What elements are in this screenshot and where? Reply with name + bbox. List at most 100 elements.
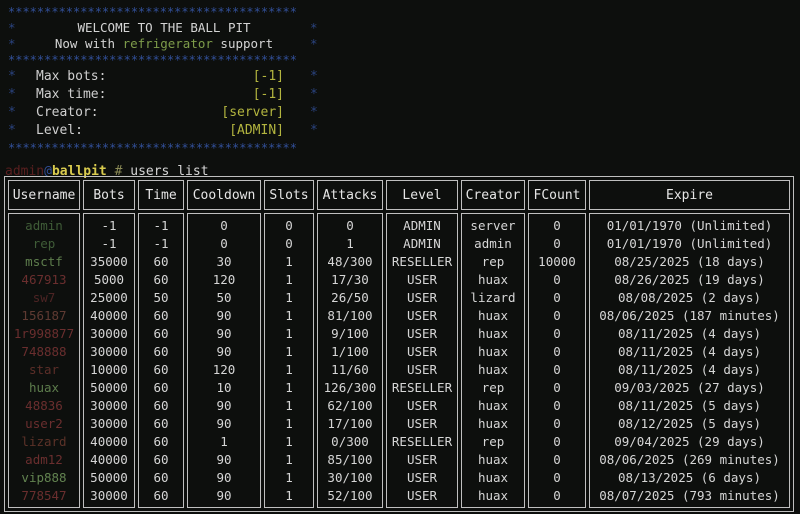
column-header-expire: Expire <box>589 180 790 210</box>
cell-time: 60 <box>153 326 169 341</box>
cell-attacks: 17/30 <box>331 272 369 287</box>
cell-expire: 08/12/2025 (5 days) <box>618 416 761 431</box>
cell-creator: huax <box>477 326 509 341</box>
cell-level: USER <box>406 416 438 431</box>
cell-level: USER <box>406 398 438 413</box>
column-time: -1 -1 60 60 50 60 60 60 60 60 60 60 60 60 60 60 <box>138 213 184 508</box>
cell-username: vip888 <box>21 470 67 485</box>
cell-username: star <box>28 362 60 377</box>
cell-expire: 08/11/2025 (5 days) <box>618 398 761 413</box>
cell-attacks: 85/100 <box>327 452 373 467</box>
column-cooldown: 0 0 30 120 50 90 90 90 120 10 90 90 1 90 90 90 <box>187 213 261 508</box>
cell-username: 156187 <box>21 308 67 323</box>
column-expire: 01/01/1970 (Unlimited) 01/01/1970 (Unlimi… <box>589 213 790 508</box>
cell-creator: huax <box>477 470 509 485</box>
cell-attacks: 1/100 <box>331 344 369 359</box>
banner-border-bottom: **************************************** <box>8 141 297 155</box>
cell-bots: 50000 <box>90 470 128 485</box>
cell-creator: lizard <box>470 290 516 305</box>
cell-creator: huax <box>477 416 509 431</box>
cell-bots: 5000 <box>93 272 125 287</box>
cell-slots: 1 <box>285 434 293 449</box>
banner-title-line: * WELCOME TO THE BALL PIT * <box>8 20 320 36</box>
cell-level: USER <box>406 308 438 323</box>
banner-border-right: * <box>310 36 318 51</box>
cell-expire: 08/07/2025 (793 minutes) <box>599 488 780 503</box>
banner-border-top: **************************************** <box>8 5 297 19</box>
column-header-creator: Creator <box>461 180 525 210</box>
cell-creator: huax <box>477 272 509 287</box>
cell-slots: 1 <box>285 308 293 323</box>
field-value: [-1] <box>252 69 284 84</box>
cell-attacks: 81/100 <box>327 308 373 323</box>
prompt-separator: # <box>106 164 131 179</box>
cell-username: sw7 <box>32 290 56 305</box>
cell-bots: 30000 <box>90 326 128 341</box>
cell-creator: rep <box>481 254 505 269</box>
subtitle-prefix: Now with <box>54 36 123 51</box>
cell-expire: 08/26/2025 (19 days) <box>614 272 765 287</box>
column-username: admin rep msctf 467913 sw7 156187 1r998877 7488… <box>8 213 80 508</box>
cell-level: ADMIN <box>403 218 441 233</box>
banner-border-right: * <box>310 87 318 102</box>
cell-slots: 1 <box>285 488 293 503</box>
cell-attacks: 0 <box>346 218 354 233</box>
cell-cooldown: 90 <box>216 452 232 467</box>
column-header-attacks: Attacks <box>317 180 383 210</box>
cell-creator: huax <box>477 488 509 503</box>
cell-time: 50 <box>153 290 169 305</box>
prompt-user: admin <box>5 164 45 179</box>
cell-time: 60 <box>153 362 169 377</box>
terminal-screen[interactable]: { "banner": { "border_row": "***********… <box>0 4 800 514</box>
cell-fcount: 0 <box>553 488 561 503</box>
cell-slots: 1 <box>285 272 293 287</box>
cell-level: USER <box>406 272 438 287</box>
cell-cooldown: 90 <box>216 344 232 359</box>
prompt-command: users list <box>130 164 209 179</box>
cell-cooldown: 50 <box>216 290 232 305</box>
cell-fcount: 0 <box>553 434 561 449</box>
cell-time: 60 <box>153 254 169 269</box>
cell-slots: 1 <box>285 290 293 305</box>
banner-border-right: * <box>310 105 318 120</box>
cell-bots: 30000 <box>90 398 128 413</box>
cell-attacks: 0/300 <box>331 434 369 449</box>
cell-expire: 01/01/1970 (Unlimited) <box>606 218 773 233</box>
welcome-banner: ****************************************… <box>8 4 320 156</box>
field-label: Level: <box>36 123 83 138</box>
cell-cooldown: 90 <box>216 326 232 341</box>
cell-level: RESELLER <box>391 380 453 395</box>
cell-fcount: 0 <box>553 326 561 341</box>
cell-username: 748888 <box>21 344 67 359</box>
banner-border-left: * <box>8 36 16 51</box>
banner-border-right: * <box>310 69 318 84</box>
cell-level: USER <box>406 488 438 503</box>
cell-username: 467913 <box>21 272 67 287</box>
column-creator: server admin rep huax lizard huax huax huax huax… <box>461 213 525 508</box>
cell-expire: 08/13/2025 (6 days) <box>618 470 761 485</box>
cell-username: lizard <box>21 434 67 449</box>
cell-time: -1 <box>153 236 169 251</box>
prompt-at-sign: @ <box>44 164 52 179</box>
cell-cooldown: 120 <box>212 362 236 377</box>
column-header-level: Level <box>386 180 458 210</box>
cell-cooldown: 10 <box>216 380 232 395</box>
shell-prompt[interactable]: admin@ballpit # users list <box>5 164 800 180</box>
cell-slots: 1 <box>285 452 293 467</box>
cell-expire: 01/01/1970 (Unlimited) <box>606 236 773 251</box>
cell-creator: huax <box>477 362 509 377</box>
cell-time: 60 <box>153 380 169 395</box>
banner-border-left: * <box>8 105 16 120</box>
cell-expire: 08/25/2025 (18 days) <box>614 254 765 269</box>
field-value: [ADMIN] <box>229 123 284 138</box>
cell-username: rep <box>32 236 56 251</box>
column-header-username: Username <box>8 180 80 210</box>
cell-fcount: 0 <box>553 308 561 323</box>
banner-field-maxbots: * Max bots: [-1] * <box>8 68 320 86</box>
cell-username: admin <box>25 218 63 233</box>
cell-cooldown: 0 <box>220 236 228 251</box>
cell-time: 60 <box>153 470 169 485</box>
cell-fcount: 0 <box>553 344 561 359</box>
cell-time: 60 <box>153 398 169 413</box>
cell-creator: huax <box>477 398 509 413</box>
